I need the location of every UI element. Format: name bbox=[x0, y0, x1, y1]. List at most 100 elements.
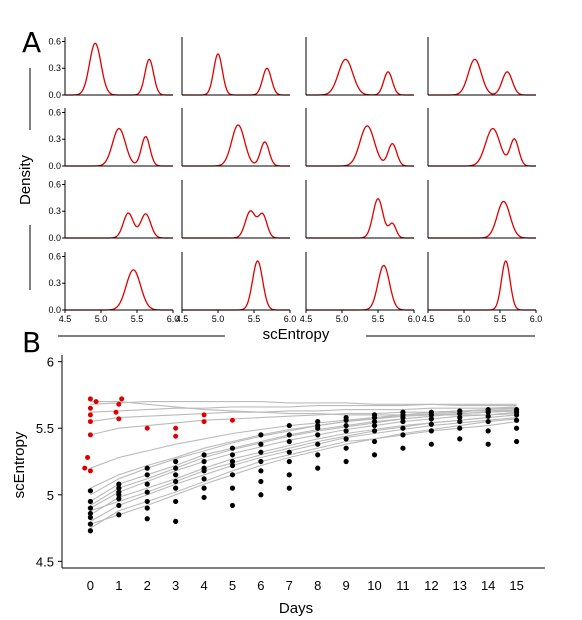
data-point bbox=[201, 494, 207, 501]
density-curve bbox=[182, 210, 290, 239]
data-point bbox=[428, 416, 434, 422]
histogram-panel bbox=[427, 108, 536, 167]
data-point bbox=[485, 418, 491, 425]
data-point bbox=[201, 458, 207, 465]
x-tick-label: 8 bbox=[314, 578, 321, 593]
data-point bbox=[116, 512, 122, 518]
x-tick-label: 14 bbox=[481, 578, 495, 593]
histogram-panel bbox=[181, 37, 290, 96]
trajectory-line bbox=[90, 418, 517, 525]
data-point bbox=[116, 502, 122, 509]
trajectory-line bbox=[90, 406, 517, 423]
density-curve bbox=[428, 58, 536, 96]
x-tick-label: 3 bbox=[172, 578, 179, 593]
data-point bbox=[87, 488, 94, 494]
data-point bbox=[144, 472, 150, 478]
y-tick-label: 6 bbox=[47, 355, 54, 370]
highlight-point bbox=[87, 419, 93, 425]
y-tick-label: 5 bbox=[47, 488, 54, 503]
highlight-point bbox=[87, 412, 93, 418]
data-point bbox=[144, 505, 150, 511]
data-point bbox=[513, 406, 520, 413]
x-tick-label: 6.0 bbox=[408, 314, 421, 324]
y-tick-label: 0.0 bbox=[48, 233, 61, 243]
highlight-point bbox=[87, 432, 93, 438]
data-point bbox=[229, 502, 236, 509]
data-point bbox=[457, 418, 463, 425]
data-point bbox=[371, 422, 378, 429]
panel-b-ylabel: scEntropy bbox=[11, 431, 28, 498]
data-point bbox=[428, 421, 434, 427]
data-point bbox=[173, 458, 179, 465]
data-point bbox=[343, 445, 349, 451]
highlight-point bbox=[93, 399, 99, 405]
x-tick-label: 6 bbox=[257, 578, 264, 593]
histogram-panel bbox=[305, 37, 414, 96]
data-point bbox=[258, 449, 264, 455]
x-tick-label: 4 bbox=[200, 578, 207, 593]
data-point bbox=[286, 458, 292, 465]
highlight-point bbox=[113, 409, 119, 415]
histogram-panel: 0.0 0.3 0.6 4.5 5.0 5.5 6.0 bbox=[48, 251, 179, 324]
data-point bbox=[371, 412, 378, 418]
data-point bbox=[144, 498, 150, 505]
highlight-point bbox=[87, 405, 93, 411]
highlight-point bbox=[87, 468, 93, 474]
density-curve bbox=[428, 200, 536, 239]
data-point bbox=[343, 458, 349, 465]
x-tick-label: 5.5 bbox=[131, 314, 144, 324]
highlight-point bbox=[144, 425, 150, 431]
data-point bbox=[201, 465, 207, 471]
histogram-panel bbox=[305, 108, 414, 167]
highlight-point bbox=[85, 455, 91, 461]
data-point bbox=[400, 409, 406, 415]
density-curve bbox=[306, 125, 414, 167]
data-point bbox=[400, 418, 406, 425]
data-point bbox=[485, 406, 491, 413]
trajectory-line bbox=[90, 421, 517, 529]
data-point bbox=[315, 418, 321, 425]
highlight-point bbox=[87, 396, 93, 402]
data-point bbox=[258, 492, 264, 498]
data-point bbox=[315, 441, 321, 447]
x-tick-label: 10 bbox=[367, 578, 381, 593]
x-tick-label: 0 bbox=[87, 578, 94, 593]
density-curve bbox=[306, 58, 414, 96]
data-point bbox=[258, 441, 264, 447]
data-point bbox=[201, 485, 207, 491]
y-tick-label: 0.0 bbox=[48, 161, 61, 171]
trajectory-line bbox=[90, 403, 517, 413]
x-tick-label: 5.5 bbox=[248, 314, 261, 324]
x-tick-label: 5.5 bbox=[372, 314, 385, 324]
trajectory-line bbox=[90, 407, 517, 496]
data-point bbox=[229, 472, 236, 478]
trajectory-line bbox=[90, 417, 517, 522]
data-point bbox=[87, 498, 94, 505]
panel-a-histogram-grid: 0.0 0.3 0.6 0.0 0.3 0.6 0.0 0.3 0.6 0.0 0.3 0.6 4.5 5… bbox=[48, 36, 542, 324]
data-point bbox=[173, 472, 179, 478]
histogram-panel bbox=[427, 180, 536, 239]
density-curve bbox=[182, 260, 290, 311]
density-curve bbox=[65, 127, 173, 167]
highlight-point bbox=[201, 412, 207, 418]
highlight-point bbox=[116, 416, 122, 422]
y-tick-label: 4.5 bbox=[36, 554, 54, 569]
histogram-panel: 0.0 0.3 0.6 bbox=[48, 36, 173, 100]
data-point bbox=[144, 489, 150, 495]
data-point bbox=[258, 478, 264, 485]
data-point bbox=[229, 462, 236, 469]
y-tick-label: 0.6 bbox=[48, 179, 61, 189]
data-point bbox=[87, 528, 94, 534]
x-tick-label: 1 bbox=[115, 578, 122, 593]
x-tick-label: 5.0 bbox=[458, 314, 471, 324]
data-point bbox=[116, 481, 122, 487]
panel-a-letter: A bbox=[22, 26, 41, 59]
data-point bbox=[173, 465, 179, 471]
data-point bbox=[144, 516, 150, 522]
data-point bbox=[286, 485, 292, 491]
data-point bbox=[116, 485, 122, 491]
data-point bbox=[229, 445, 236, 451]
histogram-panel: 4.5 5.0 5.5 6.0 bbox=[176, 252, 296, 324]
x-tick-label: 4.5 bbox=[176, 314, 189, 324]
